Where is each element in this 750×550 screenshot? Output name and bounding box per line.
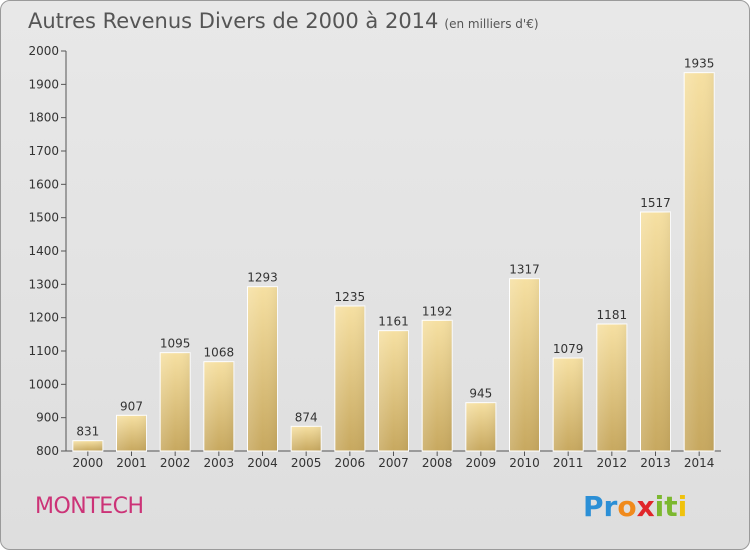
bar-shine — [422, 320, 453, 451]
bar-value-label: 1317 — [509, 263, 540, 277]
bar-value-label: 1235 — [335, 290, 366, 304]
y-tick-label: 1600 — [28, 177, 59, 191]
bar-shine — [640, 212, 671, 451]
bar-shine — [291, 426, 322, 451]
logo-letter: P — [583, 490, 604, 523]
bar-value-label: 1181 — [597, 308, 628, 322]
bar-shine — [116, 415, 147, 451]
y-tick-label: 1400 — [28, 244, 59, 258]
chart-subtitle: (en milliers d'€) — [444, 17, 539, 31]
x-tick-label: 2003 — [204, 456, 235, 470]
bar-shine — [509, 278, 540, 451]
x-tick-label: 2006 — [335, 456, 366, 470]
y-tick-label: 2000 — [28, 44, 59, 58]
bar-value-label: 1079 — [553, 342, 584, 356]
bar-shine — [203, 361, 234, 451]
bar-value-label: 1161 — [378, 315, 409, 329]
bar-shine — [247, 286, 278, 451]
bar-value-label: 907 — [120, 399, 143, 413]
bar-shine — [334, 306, 365, 451]
chart-title: Autres Revenus Divers de 2000 à 2014 (en … — [28, 9, 539, 33]
y-tick-label: 1000 — [28, 377, 59, 391]
proxiti-logo: Proxiti — [583, 490, 687, 523]
title-text: Autres Revenus Divers de 2000 à 2014 — [28, 9, 439, 33]
x-tick-label: 2007 — [378, 456, 409, 470]
y-tick-label: 1500 — [28, 211, 59, 225]
bar-shine — [72, 440, 103, 451]
bar-shine — [160, 352, 191, 451]
x-tick-label: 2010 — [509, 456, 540, 470]
bar-shine — [378, 330, 409, 451]
x-tick-label: 2001 — [116, 456, 147, 470]
x-tick-label: 2008 — [422, 456, 453, 470]
logo-letter: r — [603, 490, 618, 523]
commune-name: MONTECH — [35, 494, 144, 519]
bar-shine — [553, 358, 584, 451]
x-tick-label: 2002 — [160, 456, 191, 470]
x-tick-label: 2013 — [640, 456, 671, 470]
y-tick-label: 900 — [36, 411, 59, 425]
y-tick-label: 1800 — [28, 111, 59, 125]
bar-value-label: 1095 — [160, 337, 191, 351]
bar-value-label: 1192 — [422, 304, 453, 318]
logo-letter: i — [677, 490, 688, 523]
bar-value-label: 1293 — [247, 271, 278, 285]
bar-shine — [684, 72, 715, 452]
y-tick-label: 1700 — [28, 144, 59, 158]
y-tick-label: 800 — [36, 444, 59, 458]
bar-shine — [596, 324, 627, 451]
bar-value-label: 945 — [469, 387, 492, 401]
y-tick-label: 1300 — [28, 277, 59, 291]
bar-value-label: 1935 — [684, 57, 715, 71]
x-tick-label: 2014 — [684, 456, 715, 470]
logo-letter: x — [636, 490, 655, 523]
x-tick-label: 2004 — [247, 456, 278, 470]
logo-letter: o — [617, 490, 637, 523]
y-tick-label: 1100 — [28, 344, 59, 358]
x-tick-label: 2009 — [466, 456, 497, 470]
x-tick-label: 2012 — [597, 456, 628, 470]
bar-value-label: 874 — [295, 410, 318, 424]
x-tick-label: 2000 — [73, 456, 104, 470]
bar-shine — [465, 402, 496, 451]
x-tick-label: 2005 — [291, 456, 322, 470]
logo-letter: i — [654, 490, 665, 523]
y-tick-label: 1200 — [28, 311, 59, 325]
bar-value-label: 831 — [76, 425, 99, 439]
x-tick-label: 2011 — [553, 456, 584, 470]
bar-value-label: 1517 — [640, 196, 671, 210]
y-tick-label: 1900 — [28, 77, 59, 91]
bar-value-label: 1068 — [204, 346, 235, 360]
logo-letter: t — [664, 490, 678, 523]
